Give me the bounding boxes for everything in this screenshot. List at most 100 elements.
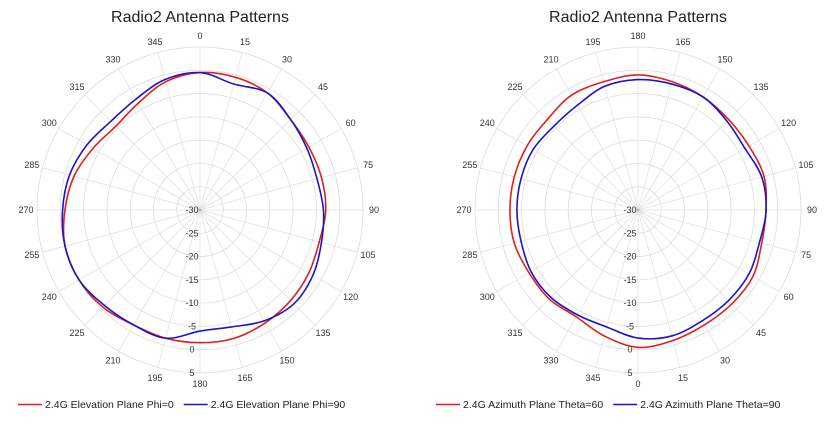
radial-tick-label: -5 <box>626 321 634 331</box>
angle-tick-label: 75 <box>801 250 811 260</box>
polar-plot-area: 1801651501351201059075604530150345330315… <box>456 31 817 389</box>
grid-spoke <box>199 94 316 211</box>
angle-tick-label: 135 <box>754 82 769 92</box>
grid-spoke <box>496 209 639 292</box>
grid-spoke <box>637 68 720 211</box>
grid-spoke <box>595 52 639 211</box>
radial-tick-label: 5 <box>189 368 194 378</box>
radial-tick-label: -10 <box>185 298 198 308</box>
grid-spoke <box>199 209 316 326</box>
angle-tick-label: 315 <box>507 328 522 338</box>
angle-tick-label: 180 <box>630 31 645 41</box>
angle-tick-label: 30 <box>720 356 730 366</box>
angle-tick-label: 90 <box>369 205 379 215</box>
legend-label: 2.4G Elevation Plane Phi=90 <box>211 399 346 411</box>
grid-spoke <box>199 167 358 211</box>
grid-spoke <box>556 68 639 211</box>
angle-tick-label: 270 <box>18 205 33 215</box>
radial-tick-label: -10 <box>623 298 636 308</box>
polar-plot-area: 0 15 30 45 60 75 90 105 120 135 150 165 180 195 210 225… <box>18 31 379 389</box>
grid-spoke <box>637 128 780 211</box>
angle-tick-label: 240 <box>480 118 495 128</box>
series-line <box>509 74 768 349</box>
angle-tick-label: 210 <box>105 356 120 366</box>
angle-tick-label: 300 <box>480 292 495 302</box>
radial-tick-label: 5 <box>627 368 632 378</box>
radial-tick-label: 0 <box>189 345 194 355</box>
angle-tick-label: 345 <box>585 373 600 383</box>
angle-tick-label: 75 <box>363 160 373 170</box>
angle-tick-label: 105 <box>361 250 376 260</box>
radial-tick-label: -30 <box>623 205 636 215</box>
chart-title: Radio2 Antenna Patterns <box>549 9 727 26</box>
angle-tick-label: 120 <box>343 292 358 302</box>
angle-tick-label: 150 <box>279 356 294 366</box>
grid-spoke <box>480 209 639 253</box>
legend-label: 2.4G Elevation Plane Phi=0 <box>45 399 174 411</box>
angle-tick-label: 90 <box>807 205 817 215</box>
grid-spoke <box>199 52 243 211</box>
angle-tick-label: 210 <box>543 54 558 64</box>
angle-tick-label: 165 <box>676 37 691 47</box>
series-line <box>62 71 327 344</box>
grid-spoke <box>637 167 796 211</box>
angle-tick-label: 255 <box>462 160 477 170</box>
angle-tick-label: 105 <box>799 160 814 170</box>
radial-tick-label: -5 <box>188 321 196 331</box>
angle-tick-label: 345 <box>147 37 162 47</box>
grid-spoke <box>637 94 754 211</box>
grid-spoke <box>556 209 639 352</box>
legend-label: 2.4G Azimuth Plane Theta=60 <box>463 399 603 411</box>
angle-tick-label: 60 <box>346 118 356 128</box>
radial-tick-label: -25 <box>623 228 636 238</box>
radial-tick-label: -15 <box>623 275 636 285</box>
grid-spoke <box>637 52 681 211</box>
angle-tick-label: 135 <box>316 328 331 338</box>
grid-spoke <box>480 167 639 211</box>
angle-tick-label: 240 <box>42 292 57 302</box>
angle-tick-label: 0 <box>197 31 202 41</box>
angle-tick-label: 0 <box>635 379 640 389</box>
angle-tick-label: 255 <box>24 250 39 260</box>
radial-tick-label: -30 <box>185 205 198 215</box>
chart-title: Radio2 Antenna Patterns <box>111 9 289 26</box>
grid-spoke <box>637 209 780 292</box>
angle-tick-label: 330 <box>543 356 558 366</box>
angle-tick-label: 225 <box>507 82 522 92</box>
grid-spoke <box>637 209 754 326</box>
angle-tick-label: 225 <box>69 328 84 338</box>
grid-spoke <box>157 209 201 368</box>
angle-tick-label: 120 <box>781 118 796 128</box>
grid-spoke <box>199 209 342 292</box>
grid-spoke <box>118 68 201 211</box>
angle-tick-label: 15 <box>678 373 688 383</box>
radial-tick-label: 0 <box>627 345 632 355</box>
angle-tick-label: 165 <box>238 373 253 383</box>
chart-azimuth: Radio2 Antenna Patterns 1801651501351201… <box>436 9 817 411</box>
angle-tick-label: 15 <box>240 37 250 47</box>
grid-spoke <box>58 209 201 292</box>
angle-tick-label: 195 <box>147 373 162 383</box>
grid-spoke <box>522 94 639 211</box>
grid-spoke <box>42 209 201 253</box>
grid-spoke <box>637 209 720 352</box>
series-line <box>516 78 767 340</box>
angle-tick-label: 150 <box>717 54 732 64</box>
grid-spoke <box>58 128 201 211</box>
angle-tick-label: 300 <box>42 118 57 128</box>
legend-label: 2.4G Azimuth Plane Theta=90 <box>640 399 780 411</box>
center-point <box>198 208 202 212</box>
grid-spoke <box>118 209 201 352</box>
radial-tick-label: -20 <box>185 252 198 262</box>
grid-spoke <box>199 128 342 211</box>
angle-tick-label: 330 <box>105 54 120 64</box>
angle-tick-label: 285 <box>24 160 39 170</box>
center-point <box>636 208 640 212</box>
angle-tick-label: 45 <box>756 328 766 338</box>
grid-spoke <box>84 94 201 211</box>
radial-tick-label: -25 <box>185 228 198 238</box>
grid-spoke <box>637 209 796 253</box>
radial-tick-label: -15 <box>185 275 198 285</box>
grid-spoke <box>199 209 358 253</box>
